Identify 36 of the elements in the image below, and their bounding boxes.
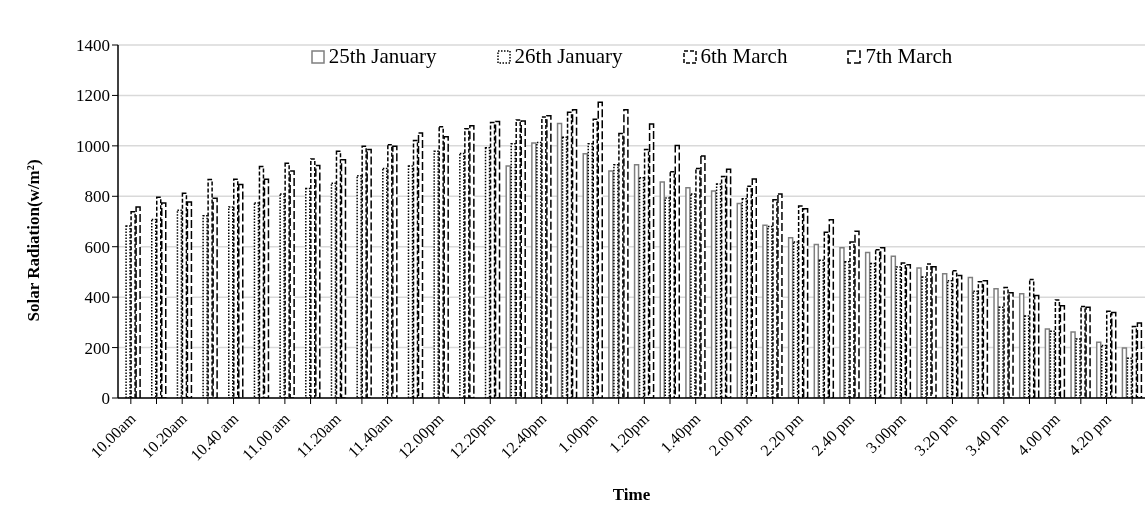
- y-tick-label: 800: [84, 187, 110, 207]
- legend-label: 6th March: [700, 44, 788, 69]
- y-tick-label: 1200: [76, 86, 110, 106]
- bar: [967, 276, 974, 398]
- y-tick-label: 600: [84, 237, 110, 257]
- y-axis-title: Solar Radiation(w/m²): [24, 159, 44, 322]
- bar: [1121, 347, 1128, 398]
- legend-label: 26th January: [514, 44, 623, 69]
- bar: [864, 251, 871, 398]
- bar: [659, 181, 666, 398]
- bar: [839, 246, 845, 398]
- x-tick-label: 3.40 pm: [962, 409, 1013, 460]
- bar: [941, 272, 948, 398]
- x-tick-label: 4.20 pm: [1065, 409, 1116, 460]
- x-tick-label: 2.40 pm: [808, 409, 859, 460]
- x-tick-label: 3.20 pm: [911, 409, 962, 460]
- legend-label: 25th January: [328, 44, 437, 69]
- bar: [736, 202, 743, 398]
- x-tick-label: 4.00 pm: [1013, 409, 1065, 460]
- bar: [556, 122, 563, 398]
- legend-label: 7th March: [865, 44, 953, 69]
- bar: [633, 164, 640, 398]
- bar: [813, 243, 820, 398]
- y-tick-label: 1400: [76, 36, 110, 56]
- bar: [787, 236, 794, 398]
- bar: [1044, 328, 1051, 398]
- bar: [1018, 293, 1025, 398]
- y-tick-label: 0: [101, 389, 110, 409]
- bar: [890, 255, 897, 398]
- x-tick-label: 2.20 pm: [757, 409, 808, 460]
- x-axis-title: Time: [612, 485, 651, 504]
- y-tick-label: 1000: [76, 136, 110, 156]
- y-tick-label: 400: [84, 288, 110, 308]
- y-tick-label: 200: [84, 338, 110, 358]
- bar: [1070, 331, 1076, 398]
- x-tick-label: 2.00 pm: [705, 409, 756, 460]
